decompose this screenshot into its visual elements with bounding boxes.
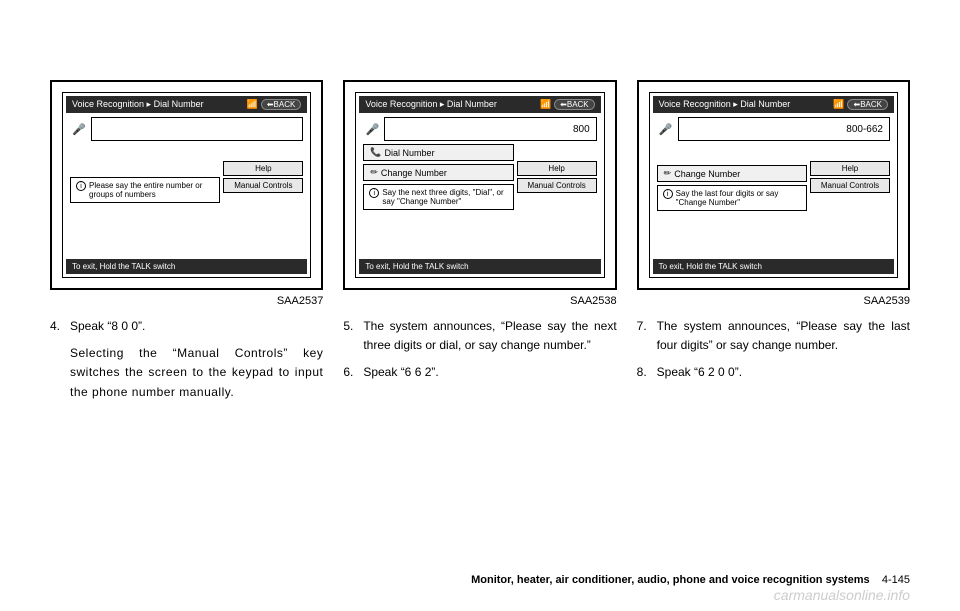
footer-title: Monitor, heater, air conditioner, audio,… xyxy=(471,574,870,586)
signal-icon: 📶 xyxy=(247,99,258,110)
option-label: Change Number xyxy=(381,168,447,178)
column-1: Voice Recognition ▸ Dial Number 📶 ⬅BACK … xyxy=(50,80,323,402)
header-title: Voice Recognition ▸ Dial Number xyxy=(72,99,204,110)
info-icon: i xyxy=(76,181,86,191)
help-button[interactable]: Help xyxy=(223,161,303,176)
edit-icon: ✏ xyxy=(664,168,672,179)
instruction-subtext: Selecting the “Manual Controls” key swit… xyxy=(70,344,323,402)
option-label: Dial Number xyxy=(385,148,435,158)
edit-icon: ✏ xyxy=(370,167,378,178)
dial-number-option[interactable]: 📞 Dial Number xyxy=(363,144,513,161)
header-bar: Voice Recognition ▸ Dial Number 📶 ⬅BACK xyxy=(653,96,894,113)
mic-icon: 🎤 xyxy=(657,123,675,136)
info-text: Say the next three digits, "Dial", or sa… xyxy=(382,188,507,206)
column-2: Voice Recognition ▸ Dial Number 📶 ⬅BACK … xyxy=(343,80,616,402)
instruction-item: 7. The system announces, “Please say the… xyxy=(637,317,910,355)
back-button[interactable]: ⬅BACK xyxy=(261,99,302,110)
screenshot-3: Voice Recognition ▸ Dial Number 📶 ⬅BACK … xyxy=(637,80,910,290)
back-button[interactable]: ⬅BACK xyxy=(554,99,595,110)
page-footer: Monitor, heater, air conditioner, audio,… xyxy=(471,574,910,586)
change-number-option[interactable]: ✏ Change Number xyxy=(363,164,513,181)
header-right: 📶 ⬅BACK xyxy=(247,99,302,110)
footer-bar: To exit, Hold the TALK switch xyxy=(359,259,600,274)
help-button[interactable]: Help xyxy=(810,161,890,176)
instruction-num: 7. xyxy=(637,317,657,355)
instruction-num: 5. xyxy=(343,317,363,355)
phone-icon: 📞 xyxy=(370,147,381,158)
inner-screen-1: Voice Recognition ▸ Dial Number 📶 ⬅BACK … xyxy=(62,92,311,278)
option-label: Change Number xyxy=(674,169,740,179)
manual-controls-button[interactable]: Manual Controls xyxy=(223,178,303,193)
content-area: 🎤 800 📞 Dial Number ✏ Change Number xyxy=(359,113,600,259)
instruction-text: Speak “8 0 0”. xyxy=(70,317,323,336)
header-right: 📶 ⬅BACK xyxy=(833,99,888,110)
instruction-num: 8. xyxy=(637,363,657,382)
header-bar: Voice Recognition ▸ Dial Number 📶 ⬅BACK xyxy=(359,96,600,113)
instruction-item: 5. The system announces, “Please say the… xyxy=(343,317,616,355)
input-row: 🎤 800 xyxy=(363,117,596,141)
caption-2: SAA2538 xyxy=(343,295,616,307)
instruction-num: 4. xyxy=(50,317,70,336)
help-button[interactable]: Help xyxy=(517,161,597,176)
signal-icon: 📶 xyxy=(833,99,844,110)
back-button[interactable]: ⬅BACK xyxy=(847,99,888,110)
main-columns: Voice Recognition ▸ Dial Number 📶 ⬅BACK … xyxy=(50,80,910,402)
instruction-text: The system announces, “Please say the ne… xyxy=(363,317,616,355)
instruction-num: 6. xyxy=(343,363,363,382)
instruction-list-2: 5. The system announces, “Please say the… xyxy=(343,317,616,383)
header-bar: Voice Recognition ▸ Dial Number 📶 ⬅BACK xyxy=(66,96,307,113)
screenshot-1: Voice Recognition ▸ Dial Number 📶 ⬅BACK … xyxy=(50,80,323,290)
instruction-list-3: 7. The system announces, “Please say the… xyxy=(637,317,910,383)
column-3: Voice Recognition ▸ Dial Number 📶 ⬅BACK … xyxy=(637,80,910,402)
info-box: i Say the next three digits, "Dial", or … xyxy=(363,184,513,210)
info-box: i Say the last four digits or say "Chang… xyxy=(657,185,807,211)
inner-screen-3: Voice Recognition ▸ Dial Number 📶 ⬅BACK … xyxy=(649,92,898,278)
number-input[interactable]: 800 xyxy=(384,117,596,141)
mic-icon: 🎤 xyxy=(363,123,381,136)
caption-3: SAA2539 xyxy=(637,295,910,307)
caption-1: SAA2537 xyxy=(50,295,323,307)
info-icon: i xyxy=(663,189,673,199)
page-number: 4-145 xyxy=(882,574,910,586)
instruction-item: 4. Speak “8 0 0”. xyxy=(50,317,323,336)
inner-screen-2: Voice Recognition ▸ Dial Number 📶 ⬅BACK … xyxy=(355,92,604,278)
header-title: Voice Recognition ▸ Dial Number xyxy=(365,99,497,110)
content-area: 🎤 800-662 ✏ Change Number i xyxy=(653,113,894,259)
info-text: Please say the entire number or groups o… xyxy=(89,181,214,199)
footer-bar: To exit, Hold the TALK switch xyxy=(653,259,894,274)
header-right: 📶 ⬅BACK xyxy=(540,99,595,110)
instruction-item: 6. Speak “6 6 2”. xyxy=(343,363,616,382)
header-title: Voice Recognition ▸ Dial Number xyxy=(659,99,791,110)
info-box: i Please say the entire number or groups… xyxy=(70,177,220,203)
change-number-option[interactable]: ✏ Change Number xyxy=(657,165,807,182)
instruction-text: The system announces, “Please say the la… xyxy=(657,317,910,355)
instruction-text: Speak “6 6 2”. xyxy=(363,363,616,382)
input-row: 🎤 xyxy=(70,117,303,141)
instruction-list-1: 4. Speak “8 0 0”. Selecting the “Manual … xyxy=(50,317,323,402)
signal-icon: 📶 xyxy=(540,99,551,110)
mic-icon: 🎤 xyxy=(70,123,88,136)
number-input[interactable] xyxy=(91,117,303,141)
screenshot-2: Voice Recognition ▸ Dial Number 📶 ⬅BACK … xyxy=(343,80,616,290)
footer-bar: To exit, Hold the TALK switch xyxy=(66,259,307,274)
instruction-item: 8. Speak “6 2 0 0”. xyxy=(637,363,910,382)
input-row: 🎤 800-662 xyxy=(657,117,890,141)
content-area: 🎤 i Please say the entire number or grou… xyxy=(66,113,307,259)
manual-controls-button[interactable]: Manual Controls xyxy=(517,178,597,193)
number-input[interactable]: 800-662 xyxy=(678,117,890,141)
instruction-text: Speak “6 2 0 0”. xyxy=(657,363,910,382)
watermark: carmanualsonline.info xyxy=(774,587,910,603)
info-text: Say the last four digits or say "Change … xyxy=(676,189,801,207)
manual-controls-button[interactable]: Manual Controls xyxy=(810,178,890,193)
info-icon: i xyxy=(369,188,379,198)
